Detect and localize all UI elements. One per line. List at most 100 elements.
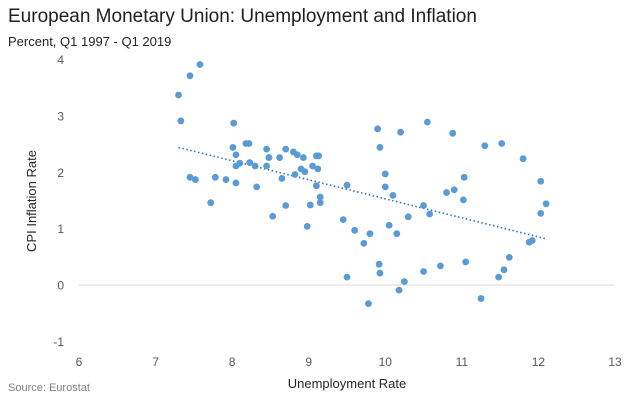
x-tick-labels: 6 7 8 9 10 11 12 13 xyxy=(76,355,622,369)
data-point xyxy=(460,173,468,181)
x-tick-label: 10 xyxy=(379,355,393,369)
data-point xyxy=(450,186,458,194)
data-point xyxy=(278,175,286,182)
data-point xyxy=(222,176,230,183)
data-point xyxy=(381,183,389,191)
x-tick-label: 9 xyxy=(305,355,312,369)
data-point xyxy=(366,230,374,238)
x-axis-title: Unemployment Rate xyxy=(288,376,407,391)
data-point xyxy=(251,162,259,170)
data-point xyxy=(207,199,215,207)
data-point xyxy=(232,179,240,187)
data-point xyxy=(177,117,185,125)
data-point xyxy=(236,159,244,167)
data-point xyxy=(528,237,536,244)
data-point xyxy=(376,269,384,277)
data-point xyxy=(312,182,320,190)
data-point xyxy=(481,142,489,150)
data-point xyxy=(186,173,194,181)
data-point xyxy=(360,239,368,247)
x-tick-label: 7 xyxy=(152,355,159,369)
data-point xyxy=(232,151,240,159)
data-point xyxy=(449,129,457,137)
data-point xyxy=(230,119,238,127)
y-tick-label: 4 xyxy=(57,53,64,67)
data-point xyxy=(282,202,290,209)
data-point xyxy=(375,260,383,268)
data-point xyxy=(537,210,545,217)
source-note: Source: Eurostat xyxy=(8,382,90,394)
data-point xyxy=(343,181,351,189)
data-point xyxy=(519,155,527,163)
data-point xyxy=(291,171,299,178)
data-point xyxy=(315,152,323,160)
data-point xyxy=(293,151,301,159)
data-point xyxy=(376,144,384,151)
data-point xyxy=(303,222,311,230)
data-point xyxy=(420,268,427,275)
data-point xyxy=(365,300,372,308)
data-point xyxy=(229,144,237,151)
data-point xyxy=(389,191,397,199)
data-point xyxy=(282,145,290,153)
data-point xyxy=(459,196,467,204)
data-point xyxy=(343,273,351,281)
x-tick-label: 8 xyxy=(229,355,236,369)
y-tick-label: 2 xyxy=(57,166,64,180)
y-tick-label: 1 xyxy=(57,222,64,236)
data-point xyxy=(276,154,284,161)
data-point xyxy=(175,91,182,99)
data-point xyxy=(186,72,194,80)
data-point xyxy=(374,125,382,133)
y-tick-label: -1 xyxy=(53,335,64,349)
data-point xyxy=(462,258,470,266)
data-point xyxy=(316,199,324,207)
data-point xyxy=(301,168,309,176)
data-point xyxy=(395,286,403,294)
data-point xyxy=(401,278,408,286)
data-point xyxy=(196,61,204,68)
data-point xyxy=(385,221,393,229)
data-point xyxy=(314,165,322,173)
data-point xyxy=(495,273,503,281)
y-axis-title: CPI Inflation Rate xyxy=(24,150,39,252)
data-point xyxy=(309,162,316,170)
data-point xyxy=(269,212,277,220)
data-point xyxy=(246,159,254,167)
data-point xyxy=(381,170,389,178)
y-tick-label: 0 xyxy=(57,279,64,293)
trendline xyxy=(178,146,547,240)
y-tick-label: 3 xyxy=(57,109,64,123)
chart-title: European Monetary Union: Unemployment an… xyxy=(8,6,477,27)
data-point xyxy=(477,295,485,302)
data-point xyxy=(263,162,270,170)
x-tick-label: 6 xyxy=(76,355,83,369)
data-point xyxy=(306,201,314,209)
data-point xyxy=(316,193,324,201)
data-point xyxy=(542,200,550,208)
data-point xyxy=(500,266,508,274)
data-point xyxy=(498,140,506,147)
data-point xyxy=(393,230,401,238)
data-point xyxy=(265,154,273,161)
x-tick-label: 13 xyxy=(608,355,622,369)
data-point xyxy=(245,140,253,147)
data-point xyxy=(437,262,444,270)
data-point xyxy=(191,176,199,183)
data-point xyxy=(339,216,347,224)
data-point xyxy=(424,118,431,126)
data-point xyxy=(404,213,412,221)
data-points xyxy=(175,61,550,308)
x-tick-label: 11 xyxy=(456,355,469,369)
data-point xyxy=(420,202,427,209)
data-point xyxy=(253,183,261,191)
data-point xyxy=(537,177,545,185)
data-point xyxy=(263,145,270,153)
data-point xyxy=(211,173,219,181)
data-point xyxy=(426,210,434,218)
data-point xyxy=(397,128,404,136)
x-tick-label: 12 xyxy=(532,355,546,369)
data-point xyxy=(505,254,513,261)
data-point xyxy=(443,189,450,196)
